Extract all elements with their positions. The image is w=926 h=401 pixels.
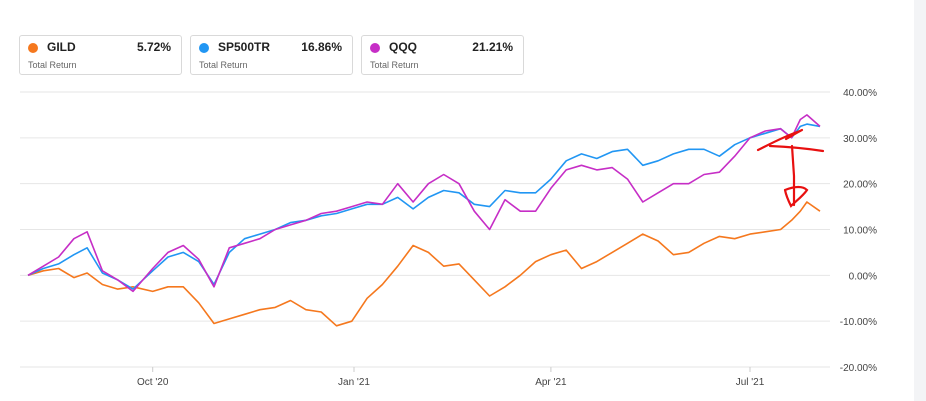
legend-card-sp500tr[interactable]: SP500TR 16.86% Total Return: [190, 35, 353, 75]
y-tick-label: 20.00%: [843, 180, 877, 191]
series-line-gild: [27, 201, 821, 327]
y-tick-label: -10.00%: [840, 317, 877, 328]
gild-color-dot: [28, 43, 38, 53]
annotation-stroke: [784, 128, 804, 141]
chart-gridlines: [20, 91, 830, 368]
annotation-stroke: [790, 144, 796, 207]
qqq-color-dot: [370, 43, 380, 53]
legend-value: 16.86%: [301, 40, 342, 54]
y-tick-label: -20.00%: [840, 363, 877, 374]
series-lines: [27, 114, 821, 327]
legend-ticker: SP500TR: [218, 40, 271, 54]
y-tick-label: 10.00%: [843, 226, 877, 237]
legend-value: 21.21%: [472, 40, 513, 54]
legend-subtitle: Total Return: [199, 60, 248, 70]
sp500tr-color-dot: [199, 43, 209, 53]
annotation-stroke: [783, 185, 809, 208]
handwritten-annotation: [756, 128, 825, 208]
legend-subtitle: Total Return: [28, 60, 77, 70]
legend-card-gild[interactable]: GILD 5.72% Total Return: [19, 35, 182, 75]
legend-ticker: GILD: [47, 40, 76, 54]
x-axis-tick-labels: Oct '20 Jan '21 Apr '21 Jul '21: [137, 367, 765, 388]
y-tick-label: 0.00%: [849, 271, 877, 282]
legend-ticker: QQQ: [389, 40, 418, 54]
legend-value: 5.72%: [136, 40, 171, 54]
y-tick-label: 30.00%: [843, 134, 877, 145]
y-axis-tick-labels: 40.00% 30.00% 20.00% 10.00% 0.00% -10.00% -20.…: [840, 88, 877, 374]
series-line-qqq: [27, 114, 821, 293]
series-line-sp500tr: [27, 123, 821, 290]
x-tick-label: Oct '20: [137, 377, 169, 388]
x-tick-label: Apr '21: [535, 377, 567, 388]
legend-card-qqq[interactable]: QQQ 21.21% Total Return: [361, 35, 524, 75]
page-scroll-edge: [914, 0, 926, 401]
x-tick-label: Jan '21: [338, 377, 370, 388]
x-tick-label: Jul '21: [736, 377, 765, 388]
annotation-stroke: [768, 144, 825, 153]
y-tick-label: 40.00%: [843, 88, 877, 99]
legend-subtitle: Total Return: [370, 60, 419, 70]
